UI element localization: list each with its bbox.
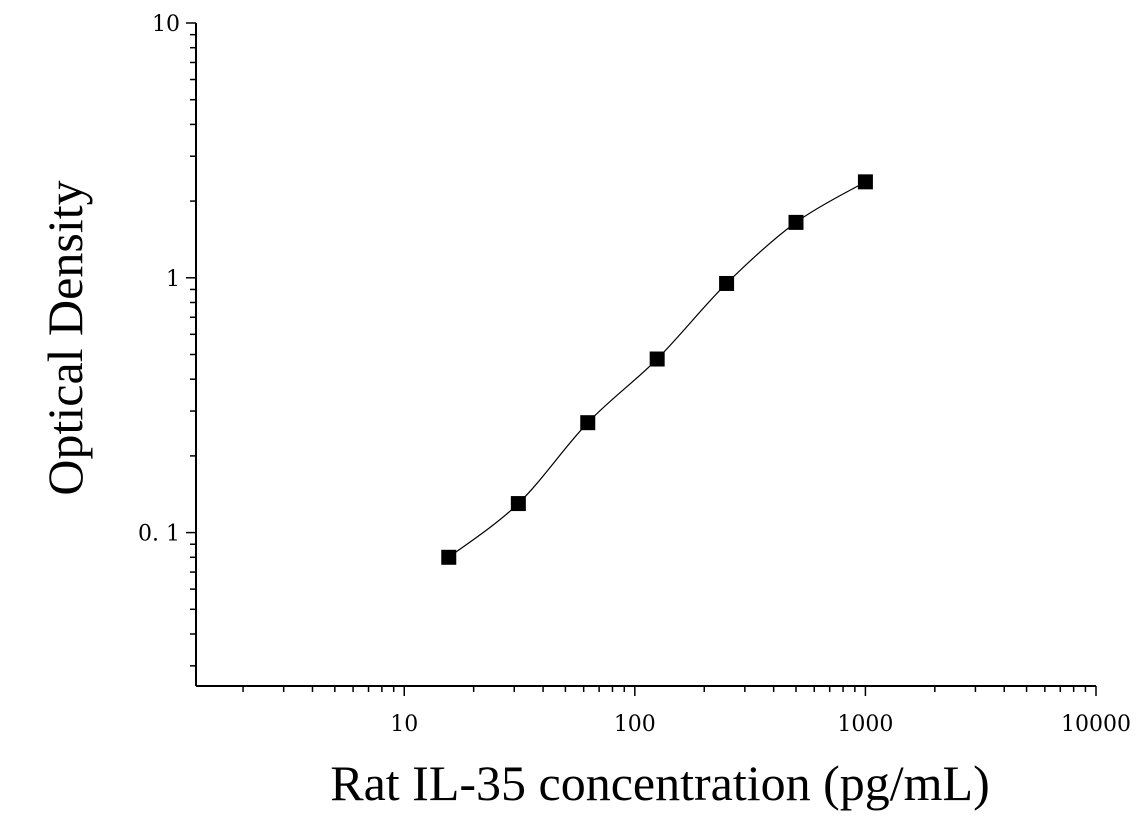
x-tick-label: 10000: [1061, 712, 1131, 737]
y-tick-label: 0. 1: [138, 522, 180, 547]
data-point-marker: [719, 275, 735, 291]
data-point-marker: [441, 549, 457, 565]
x-axis-title: Rat IL-35 concentration (pg/mL): [330, 755, 990, 811]
x-tick-label: 10: [390, 712, 418, 737]
data-point-marker: [580, 415, 596, 431]
x-tick-label: 100: [614, 712, 656, 737]
ticks: 10 100 1000 10000 10 1 0. 1: [138, 12, 1131, 737]
data-point-marker: [649, 351, 665, 367]
data-point-marker: [510, 496, 526, 512]
axes: [195, 23, 1096, 687]
data-point-marker: [857, 174, 873, 190]
data-points: [441, 174, 873, 565]
x-tick-label: 1000: [837, 712, 893, 737]
y-tick-label: 1: [166, 267, 180, 292]
y-axis-title: Optical Density: [37, 180, 93, 495]
y-tick-label: 10: [152, 12, 180, 37]
data-point-marker: [788, 214, 804, 230]
